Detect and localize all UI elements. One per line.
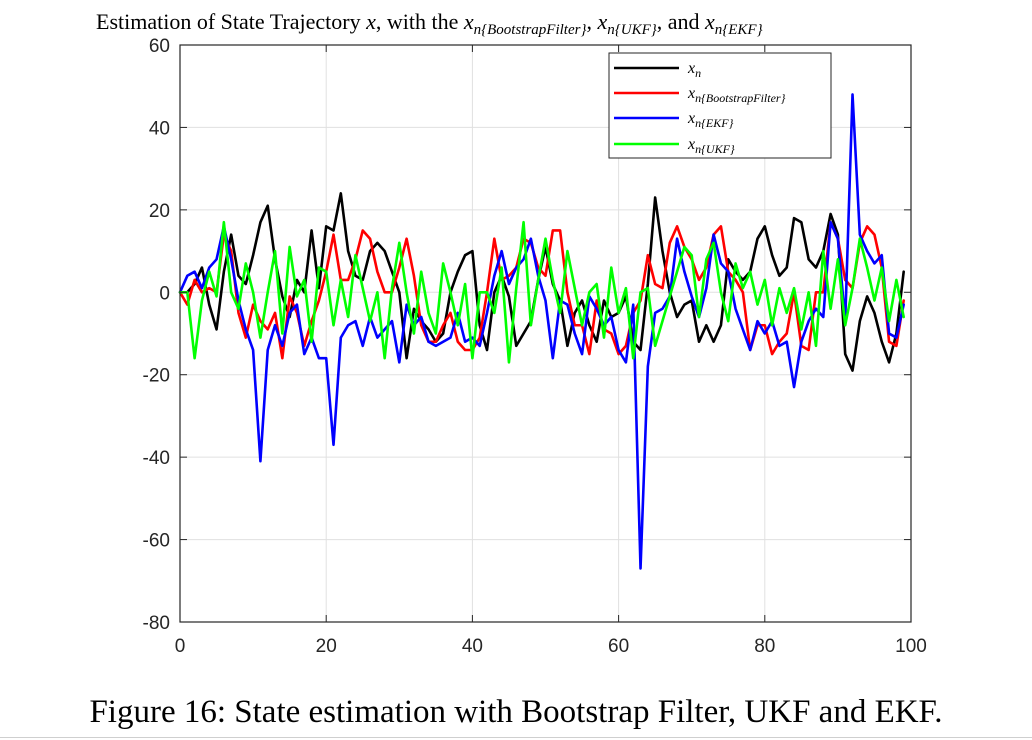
legend-entry-ekf: xn{EKF} [614,110,734,130]
legend-label-ukf: xn{UKF} [687,136,735,156]
x-tick-label: 40 [462,636,483,657]
x-tick-label: 20 [316,636,337,657]
series-layer [178,93,905,570]
x-tick-label: 100 [895,636,927,657]
legend-box [608,52,832,159]
legend-label-ekf: xn{EKF} [687,110,734,130]
line-chart: Estimation of State Trajectory x, with t… [96,9,927,657]
legend-entry-ukf: xn{UKF} [614,136,735,156]
x-tick-label: 60 [608,636,629,657]
y-tick-label: -60 [143,531,170,552]
y-tick-label: 60 [149,36,170,57]
plot-area-border [179,44,912,623]
series-line-0 [186,192,905,372]
figure-caption: Figure 16: State estimation with Bootstr… [89,694,943,730]
axis-ticks [179,44,912,623]
legend-label-xn: xn [687,60,701,80]
series-line-3 [178,220,905,364]
y-tick-label: 40 [149,118,170,139]
legend-entry-bootstrap: xn{BootstrapFilter} [614,85,786,105]
legend: xn xn{BootstrapFilter} xn{EKF} xn{UKF} [608,52,832,159]
y-tick-label: -40 [143,448,170,469]
y-tick-label: 0 [159,283,170,304]
y-tick-label: 20 [149,201,170,222]
y-tick-label: -20 [143,366,170,387]
bottom-rule [0,737,1032,738]
y-tick-label: -80 [143,613,170,634]
axis-tick-labels: 0 20 40 60 80 100 -80 -60 -40 -20 0 20 40 60 [143,36,927,657]
x-tick-label: 80 [754,636,775,657]
legend-label-bootstrap: xn{BootstrapFilter} [687,85,786,105]
series-line-2 [178,93,905,570]
chart-title: Estimation of State Trajectory x, with t… [96,9,763,38]
legend-entry-xn: xn [614,60,701,80]
x-tick-label: 0 [175,636,186,657]
